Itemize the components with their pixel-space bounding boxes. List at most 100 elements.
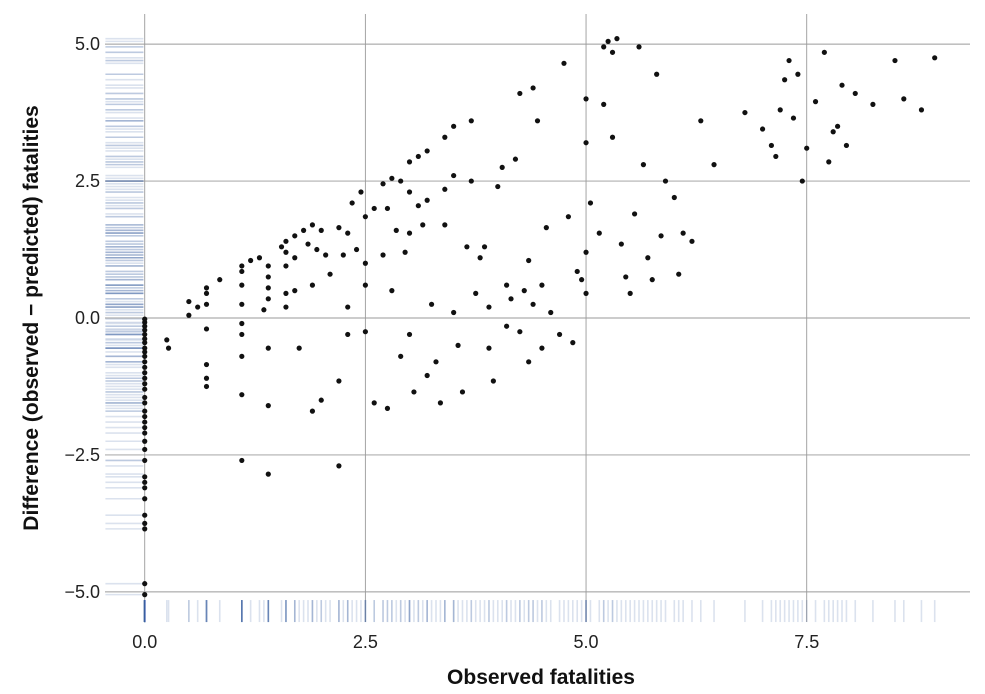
data-point	[248, 257, 254, 264]
data-point	[239, 457, 245, 464]
data-point	[468, 178, 474, 184]
data-point	[548, 309, 554, 316]
data-point	[790, 115, 797, 121]
data-point	[142, 413, 148, 420]
data-point	[654, 71, 660, 77]
data-points	[142, 36, 938, 598]
data-point	[239, 392, 245, 398]
data-point	[142, 400, 148, 406]
data-point	[362, 260, 368, 266]
data-point	[393, 227, 399, 233]
data-point	[499, 164, 505, 170]
data-point	[420, 222, 426, 228]
data-point	[636, 44, 642, 50]
data-point	[570, 340, 576, 346]
data-point	[406, 159, 413, 165]
data-point	[358, 189, 364, 195]
data-point	[203, 285, 210, 291]
data-point	[327, 271, 333, 277]
data-point	[424, 148, 430, 154]
data-point	[799, 178, 805, 184]
data-point	[336, 463, 342, 469]
data-point	[283, 238, 289, 244]
data-point	[804, 145, 810, 151]
data-point	[601, 44, 607, 50]
data-point	[203, 361, 210, 368]
data-point	[623, 274, 629, 280]
data-point	[142, 349, 148, 355]
data-point	[265, 274, 271, 280]
data-point	[265, 471, 271, 477]
data-point	[680, 230, 686, 236]
data-point	[362, 329, 368, 335]
data-point	[283, 290, 289, 296]
data-point	[345, 304, 351, 310]
data-point	[142, 345, 148, 351]
data-point	[309, 408, 316, 414]
data-point	[676, 271, 682, 277]
data-point	[371, 205, 377, 212]
data-point	[605, 38, 611, 44]
data-point	[640, 162, 647, 168]
data-point	[142, 438, 148, 444]
data-point	[561, 60, 567, 66]
data-point	[305, 241, 311, 247]
data-point	[839, 82, 845, 88]
data-point	[142, 419, 148, 425]
data-point	[186, 312, 192, 318]
data-point	[415, 203, 421, 209]
data-point	[830, 129, 836, 135]
data-point	[142, 485, 148, 491]
data-point	[539, 345, 545, 351]
data-point	[389, 175, 395, 181]
y-rug-plot	[105, 37, 144, 596]
data-point	[526, 257, 532, 264]
y-tick-label: 2.5	[75, 171, 100, 191]
data-point	[415, 153, 421, 160]
data-point	[402, 249, 408, 255]
data-point	[442, 134, 448, 140]
data-point	[574, 268, 580, 275]
data-point	[627, 290, 633, 296]
x-tick-labels: 0.0 2.5 5.0 7.5	[132, 632, 819, 652]
data-point	[142, 340, 148, 346]
x-tick-label: 5.0	[574, 632, 599, 652]
data-point	[265, 403, 271, 409]
data-point	[428, 301, 435, 307]
data-point	[142, 386, 148, 392]
data-point	[645, 255, 651, 261]
data-point	[406, 189, 413, 195]
data-point	[530, 301, 536, 307]
data-point	[631, 211, 638, 217]
data-point	[565, 214, 571, 220]
data-point	[433, 359, 439, 365]
data-point	[843, 142, 850, 149]
data-point	[239, 331, 245, 338]
data-point	[239, 353, 245, 359]
data-point	[203, 375, 210, 381]
data-point	[486, 304, 492, 310]
data-point	[142, 394, 148, 401]
data-point	[782, 77, 788, 83]
data-point	[314, 246, 320, 253]
data-point	[539, 282, 545, 288]
data-point	[389, 288, 395, 294]
data-point	[932, 55, 938, 61]
data-point	[477, 255, 483, 261]
data-point	[380, 252, 386, 258]
data-point	[649, 277, 655, 283]
data-point	[323, 252, 329, 258]
data-point	[380, 181, 386, 187]
data-point	[786, 57, 792, 64]
data-point	[459, 389, 466, 395]
data-point	[901, 96, 907, 102]
data-point	[239, 282, 245, 288]
data-point	[265, 345, 271, 351]
data-point	[217, 277, 223, 283]
data-point	[165, 345, 172, 351]
data-point	[278, 244, 285, 250]
data-point	[618, 241, 624, 247]
data-point	[283, 249, 289, 255]
data-point	[543, 225, 549, 231]
y-tick-label: 0.0	[75, 308, 100, 328]
